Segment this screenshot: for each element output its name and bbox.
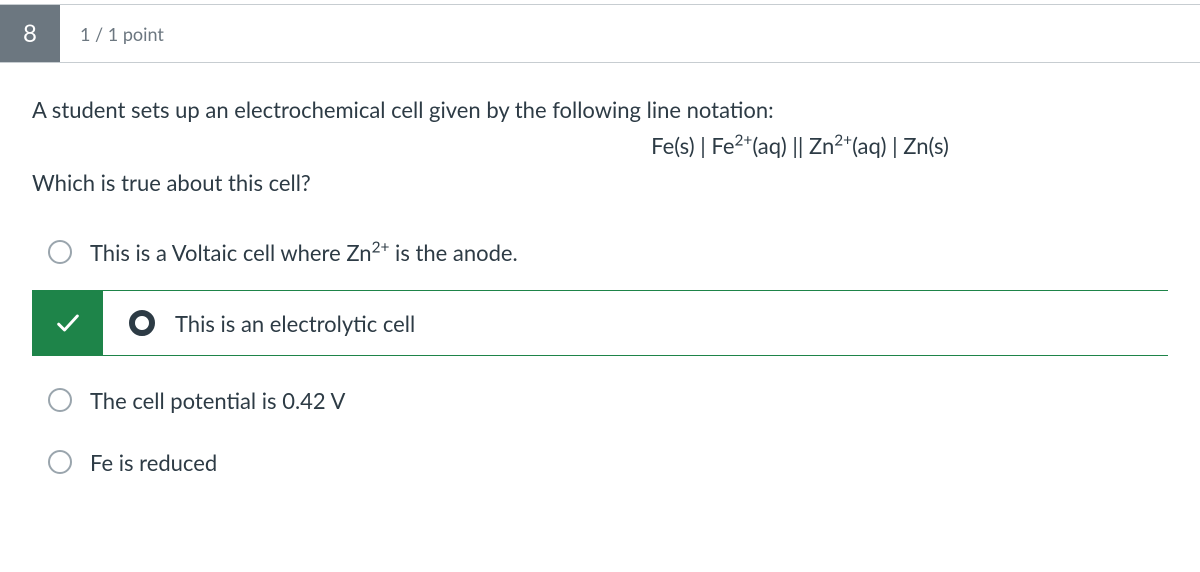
question-points: 1 / 1 point [60,5,164,62]
answer-text: This is a Voltaic cell where Zn2+ is the… [90,239,518,266]
answer-option[interactable]: Fe is reduced [48,438,1168,486]
question-prompt-line2: Which is true about this cell? [32,169,1168,196]
radio-unchecked-icon [48,450,72,474]
question-card: 8 1 / 1 point A student sets up an elect… [0,4,1200,510]
answers-list: This is a Voltaic cell where Zn2+ is the… [32,228,1168,486]
question-number: 8 [0,5,60,62]
answer-option-correct[interactable]: This is an electrolytic cell [32,290,1168,356]
answer-option[interactable]: This is a Voltaic cell where Zn2+ is the… [48,228,1168,276]
radio-unchecked-icon [48,240,72,264]
answer-text: The cell potential is 0.42 V [90,387,345,414]
answer-text: Fe is reduced [90,449,217,476]
radio-checked-icon [129,310,155,336]
radio-unchecked-icon [48,388,72,412]
question-prompt-line1: A student sets up an electrochemical cel… [32,93,1168,126]
question-formula: Fe(s) | Fe2+(aq) || Zn2+(aq) | Zn(s) [32,132,1168,159]
correct-indicator [33,291,103,355]
check-icon [54,309,82,337]
question-body: A student sets up an electrochemical cel… [0,63,1200,510]
answer-text: This is an electrolytic cell [175,310,415,337]
answer-option[interactable]: The cell potential is 0.42 V [48,376,1168,424]
question-header: 8 1 / 1 point [0,5,1200,63]
